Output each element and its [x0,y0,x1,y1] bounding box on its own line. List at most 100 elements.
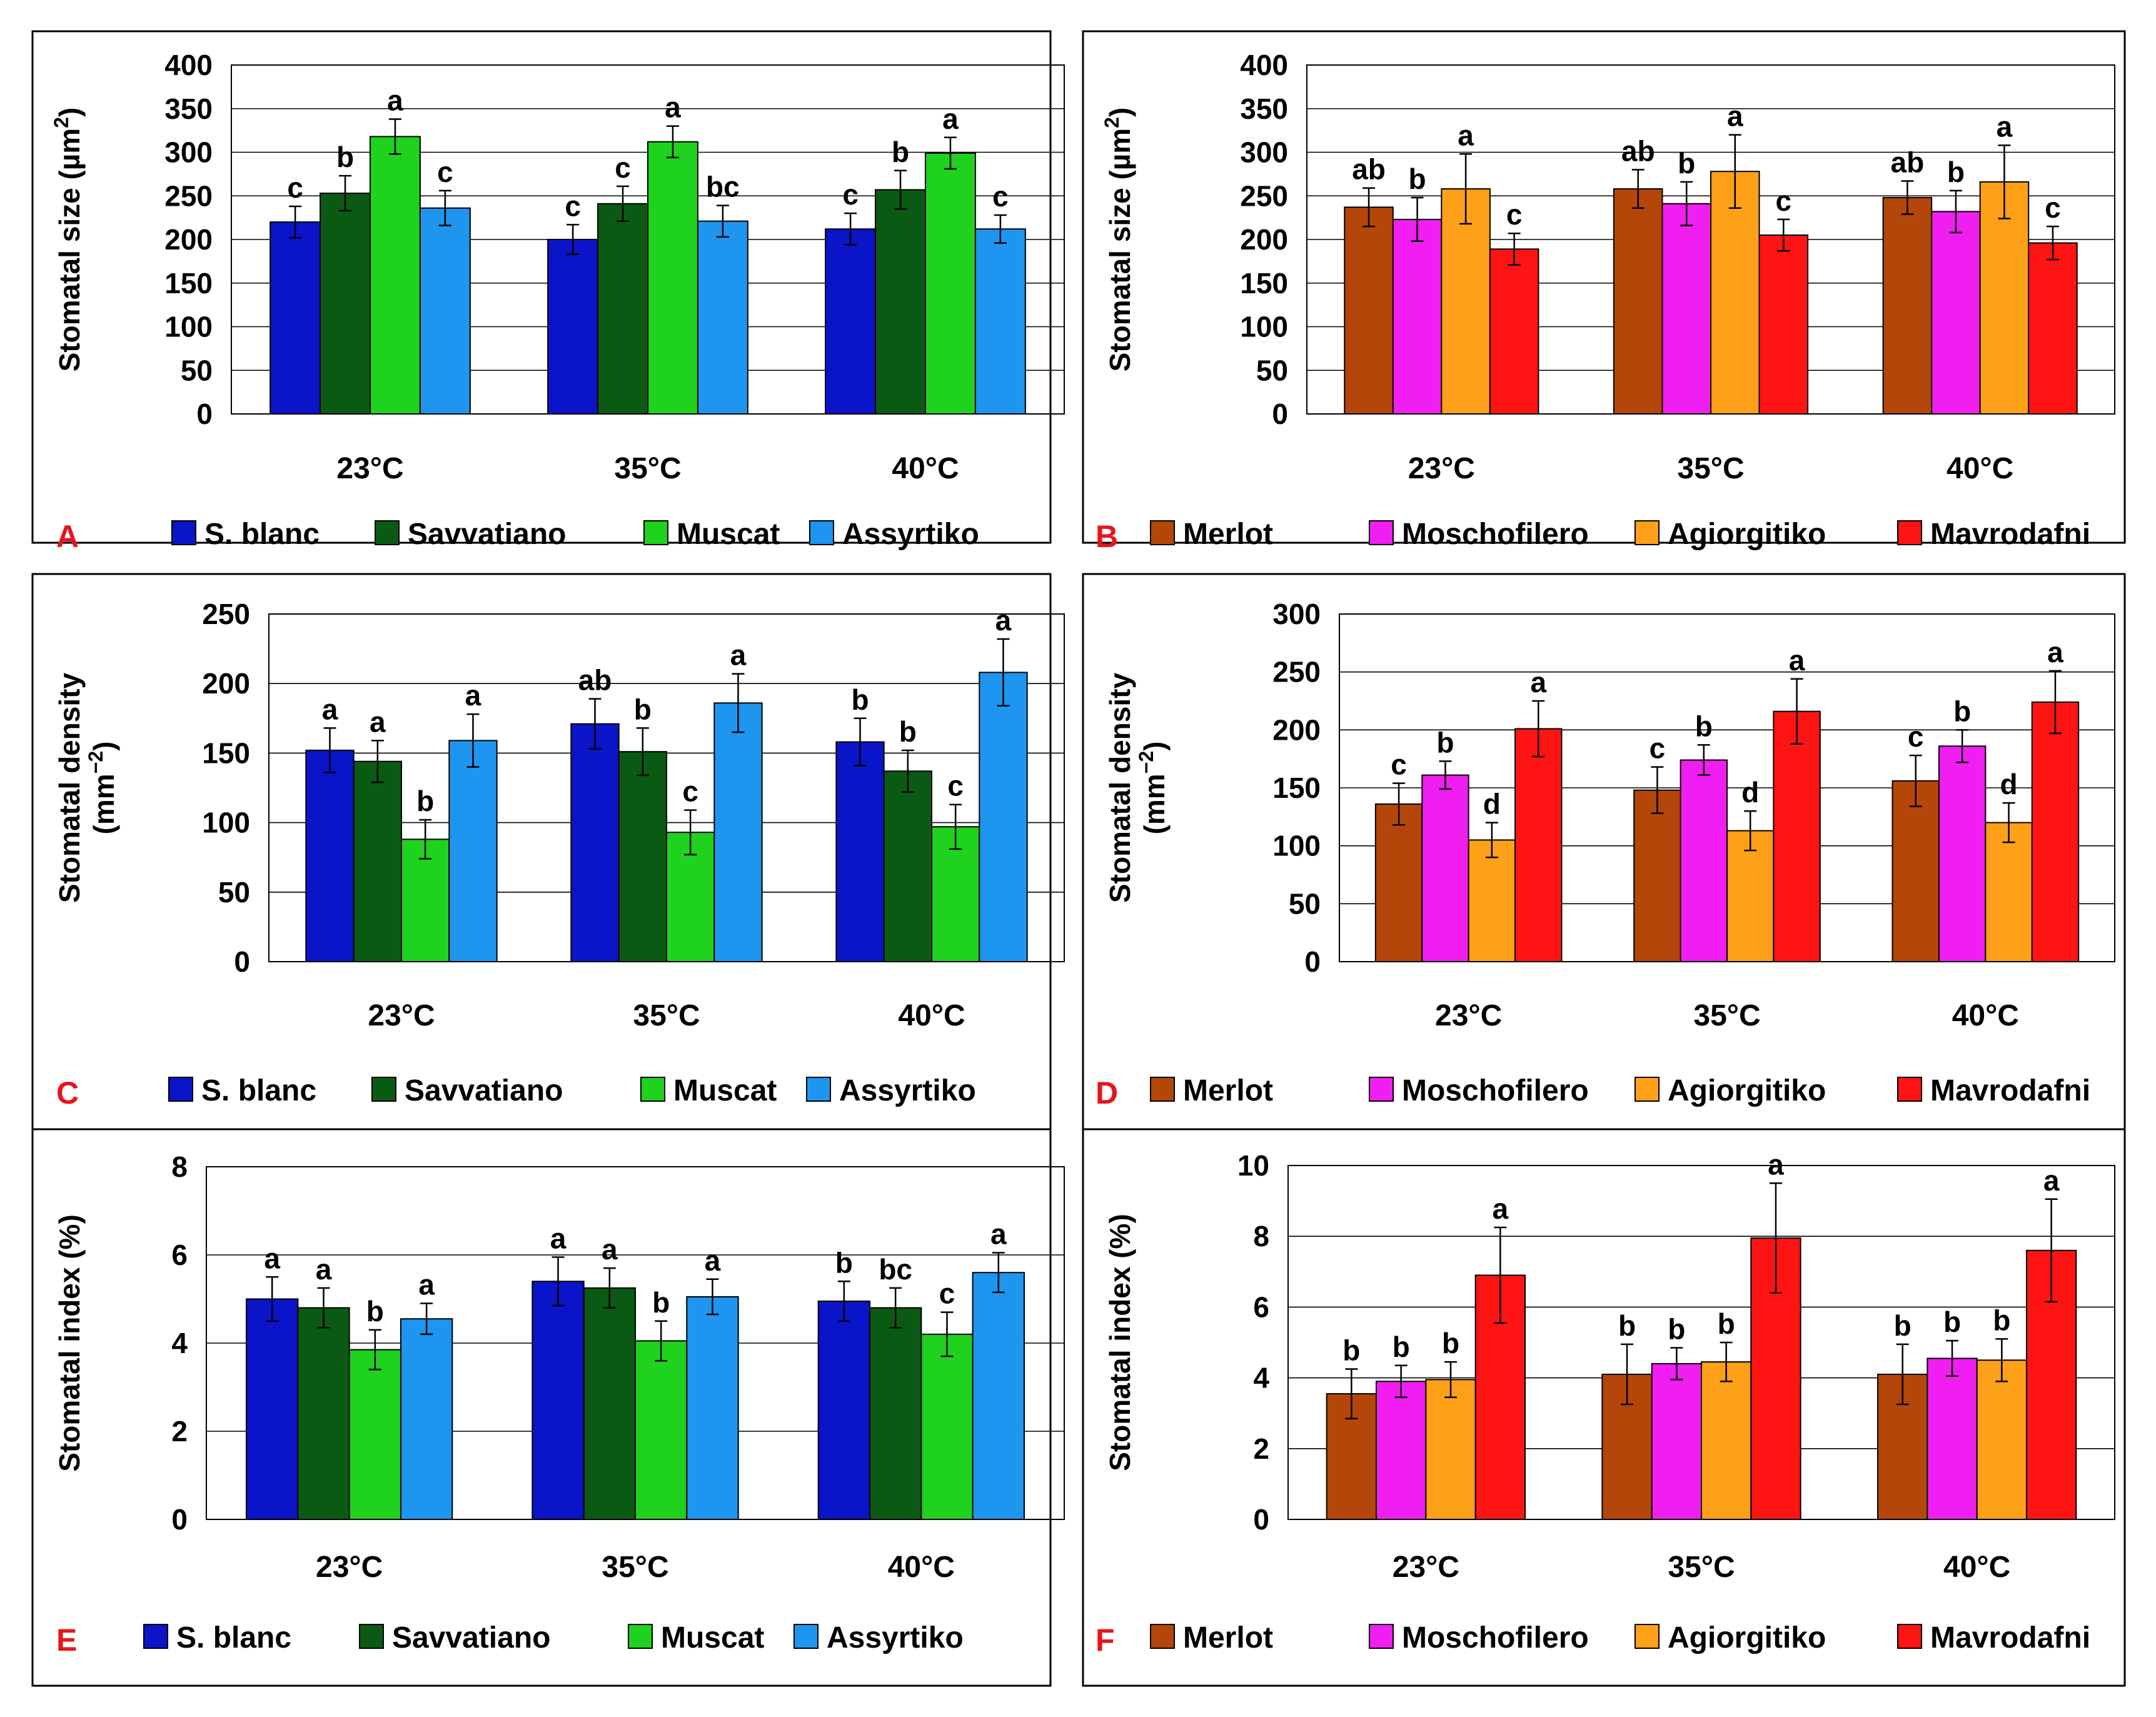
legend-swatch [1369,1624,1394,1649]
y-tick-label: 50 [218,876,250,909]
significance-letter: a [1789,644,1805,677]
panel-letter: E [56,1623,77,1658]
y-tick-label: 200 [1240,223,1288,256]
x-category-label: 40°C [1947,452,2013,485]
bar [297,1307,350,1521]
bar [635,1340,688,1521]
y-tick-label: 8 [1253,1220,1269,1252]
significance-letter: c [1391,748,1407,781]
bar [647,141,698,415]
bar [920,1333,974,1520]
panel-border [1082,1128,2126,1687]
significance-letter: a [942,103,959,135]
panel-letter: B [1096,519,1118,554]
legend-swatch [793,1624,819,1649]
legend-label: Muscat [677,518,780,551]
bar [1931,211,1981,415]
bar [974,228,1026,415]
x-category-label: 35°C [1693,999,1760,1032]
bar [869,1307,922,1521]
y-tick-label: 4 [171,1327,188,1359]
bar [1613,188,1663,415]
legend-label: Mavrodafni [1930,1074,2090,1107]
legend-label: S. blanc [176,1621,291,1654]
y-tick-label: 250 [164,179,213,212]
legend-swatch [809,520,834,545]
y-tick-label: 2 [171,1415,188,1448]
bar [1701,1361,1752,1520]
legend-swatch [375,520,400,545]
significance-letter: b [652,1286,670,1319]
bar [1344,206,1394,415]
panel-border [31,1128,1052,1687]
significance-letter: c [992,180,1009,213]
bar [1979,181,2030,415]
bar [1976,1359,2027,1521]
legend-label: Moschofilero [1402,518,1589,551]
legend-swatch [1897,1624,1922,1649]
significance-letter: b [416,785,434,817]
bar [972,1272,1025,1520]
y-tick-label: 6 [171,1239,188,1271]
significance-letter: c [565,189,581,222]
legend-label: S. blanc [201,1074,316,1107]
significance-letter: d [1483,788,1501,820]
bar [835,741,885,963]
y-tick-label: 10 [1237,1149,1269,1182]
bar [1680,759,1728,963]
bar [1633,789,1681,962]
bar [1376,1381,1427,1521]
legend-swatch [1897,1077,1922,1102]
panel-letter: A [56,519,79,554]
panel-a: 0 50 100 150 200 250 300 350 400 Stomatal size (µ… [31,30,1065,554]
y-tick-label: 0 [1272,398,1288,430]
y-tick-label: 0 [1253,1503,1269,1536]
legend-swatch [806,1077,831,1102]
significance-letter: a [995,604,1012,637]
significance-letter: b [899,715,917,748]
significance-letter: a [550,1222,567,1255]
y-tick-label: 300 [1240,136,1288,169]
y-tick-label: 0 [1304,945,1321,978]
y-tick-label: 300 [1272,598,1321,630]
y-tick-label: 8 [171,1151,188,1183]
y-tick-label: 100 [164,311,213,343]
significance-letter: b [1947,156,1965,188]
y-axis-label: Stomatal index (%) [1104,1214,1136,1471]
y-tick-label: 100 [1272,830,1321,862]
legend-swatch [643,520,668,545]
significance-letter: a [1727,100,1743,133]
y-axis-label-units: (mm−2) [84,742,120,835]
significance-letter: d [2000,768,2017,800]
legend-swatch [1150,520,1175,545]
bar [583,1287,636,1520]
bar [270,221,321,415]
panel-border [1082,30,2126,544]
significance-letter: a [990,1217,1007,1250]
bar [448,740,498,963]
legend-label: Merlot [1183,518,1273,551]
bar [353,760,402,963]
y-tick-label: 150 [164,267,213,300]
panel-e: 0 2 4 6 8 Stomatal index (%) a a b a 23°C a a b a 35°C b… [31,1128,1065,1687]
significance-letter: a [1530,666,1546,698]
bar [570,723,620,963]
legend-label: Mavrodafni [1930,1621,2090,1654]
significance-letter: bc [879,1253,912,1286]
significance-letter: b [1668,1312,1685,1345]
significance-letter: b [1618,1309,1636,1342]
significance-letter: a [665,91,681,124]
y-tick-label: 0 [234,945,250,978]
significance-letter: ab [1621,134,1655,167]
significance-letter: b [1718,1307,1735,1340]
y-tick-label: 50 [1289,887,1321,920]
legend-label: Agiorgitiko [1668,1621,1826,1654]
x-category-label: 35°C [633,999,700,1032]
significance-letter: c [1650,732,1666,765]
significance-letter: b [835,1246,853,1279]
y-tick-label: 250 [202,598,250,630]
bar [817,1301,871,1520]
